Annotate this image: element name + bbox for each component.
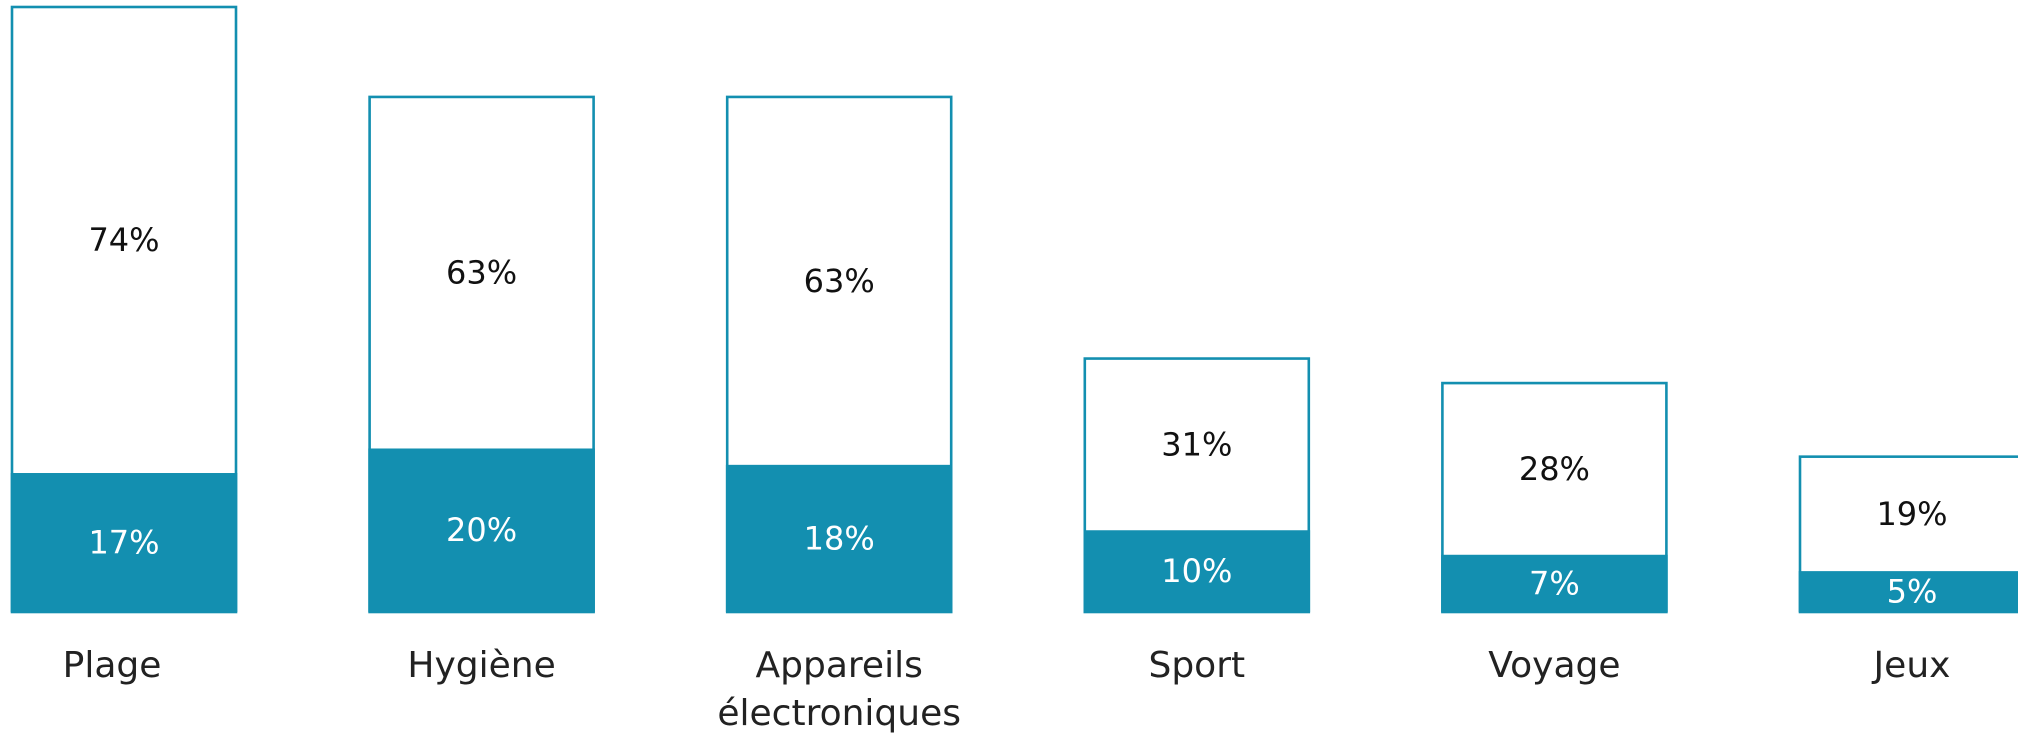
data-label-filled: 20% (446, 511, 517, 549)
bar-filled-0 (10, 473, 238, 612)
category-label-line: Voyage (1488, 645, 1620, 686)
category-label: Plage (63, 645, 162, 686)
data-label-outline: 63% (804, 262, 875, 300)
category-label: Hygiène (407, 645, 555, 686)
data-label-outline: 63% (446, 254, 517, 292)
category-label-line: Jeux (1872, 645, 1951, 686)
data-label-filled: 5% (1887, 573, 1938, 611)
bar-group: 28% 7% Voyage (1441, 381, 1668, 686)
bar-group: 19% 5% Jeux (1798, 455, 2018, 686)
category-label-line: Plage (63, 645, 162, 686)
category-label-line: Sport (1148, 645, 1245, 686)
category-label-line: Appareils (756, 645, 923, 686)
data-label-outline: 19% (1876, 495, 1947, 533)
data-label-outline: 74% (88, 221, 159, 259)
category-label: Jeux (1872, 645, 1951, 686)
bar-group: 31% 10% Sport (1083, 357, 1311, 686)
data-label-outline: 28% (1519, 450, 1590, 488)
category-label-line: électroniques (717, 693, 961, 734)
bar-filled-3 (1083, 530, 1311, 612)
bar-filled-4 (1441, 554, 1668, 612)
data-label-outline: 31% (1161, 425, 1232, 463)
category-label: Appareils électroniques (717, 645, 961, 734)
data-label-filled: 18% (804, 519, 875, 557)
bar-group: 74% 17% Plage (10, 5, 238, 686)
bar-group: 63% 20% Hygiène (368, 95, 595, 686)
bar-filled-5 (1798, 571, 2018, 612)
category-label: Voyage (1488, 645, 1620, 686)
bar-filled-2 (725, 464, 953, 612)
category-label-line: Hygiène (407, 645, 555, 686)
data-label-filled: 10% (1161, 552, 1232, 590)
data-label-filled: 17% (88, 524, 159, 562)
data-label-filled: 7% (1529, 564, 1580, 602)
category-label: Sport (1148, 645, 1245, 686)
bar-filled-1 (368, 448, 595, 612)
bar-group: 63% 18% Appareils électroniques (717, 95, 961, 734)
